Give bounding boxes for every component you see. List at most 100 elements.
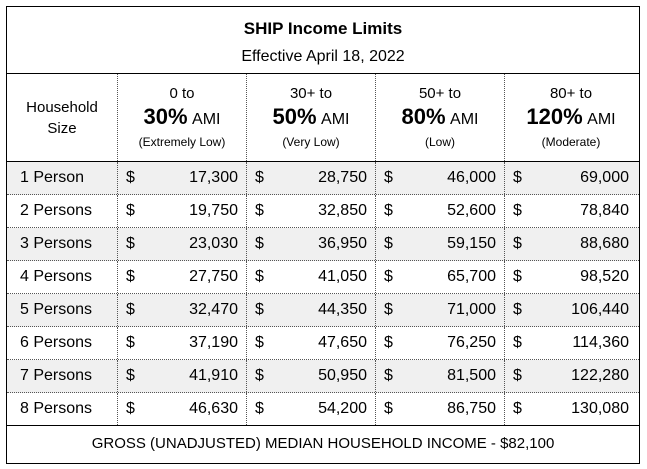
income-limit-cell: $32,850 <box>247 195 376 227</box>
currency-symbol: $ <box>384 202 393 219</box>
income-limit-value: 106,440 <box>571 301 629 318</box>
income-limit-value: 28,750 <box>318 169 367 186</box>
currency-symbol: $ <box>126 268 135 285</box>
currency-symbol: $ <box>384 301 393 318</box>
household-size-cell: 3 Persons <box>7 228 118 260</box>
income-limit-cell: $52,600 <box>376 195 505 227</box>
income-limit-cell: $47,650 <box>247 327 376 359</box>
income-limit-cell: $50,950 <box>247 360 376 392</box>
household-size-cell: 7 Persons <box>7 360 118 392</box>
household-size-cell: 2 Persons <box>7 195 118 227</box>
currency-symbol: $ <box>255 268 264 285</box>
income-limit-cell: $46,630 <box>118 393 247 425</box>
income-limit-cell: $32,470 <box>118 294 247 326</box>
column-pct: 30% <box>143 104 188 129</box>
income-limit-value: 71,000 <box>447 301 496 318</box>
income-limit-cell: $59,150 <box>376 228 505 260</box>
column-pct: 50% <box>272 104 317 129</box>
column-pct-line: 120% AMI <box>526 103 615 134</box>
income-limit-cell: $54,200 <box>247 393 376 425</box>
currency-symbol: $ <box>126 235 135 252</box>
income-limit-value: 41,050 <box>318 268 367 285</box>
currency-symbol: $ <box>384 268 393 285</box>
currency-symbol: $ <box>126 400 135 417</box>
income-limit-cell: $41,910 <box>118 360 247 392</box>
income-limit-cell: $98,520 <box>505 261 637 293</box>
column-range: 50+ to <box>418 85 462 102</box>
income-limit-value: 98,520 <box>580 268 629 285</box>
income-limit-value: 130,080 <box>571 400 629 417</box>
income-limit-cell: $122,280 <box>505 360 637 392</box>
table-row: 8 Persons $46,630 $54,200 $86,750 $130,080 <box>7 393 639 426</box>
income-limit-cell: $130,080 <box>505 393 637 425</box>
currency-symbol: $ <box>513 202 522 219</box>
income-limit-value: 32,470 <box>189 301 238 318</box>
income-limit-value: 52,600 <box>447 202 496 219</box>
table-row: 4 Persons $27,750 $41,050 $65,700 $98,520 <box>7 261 639 294</box>
income-limit-cell: $114,360 <box>505 327 637 359</box>
currency-symbol: $ <box>255 301 264 318</box>
income-limits-table: SHIP Income Limits Effective April 18, 2… <box>6 6 640 464</box>
column-header-80-ami: 50+ to 80% AMI (Low) <box>376 74 505 161</box>
column-header-120-ami: 80+ to 120% AMI (Moderate) <box>505 74 637 161</box>
income-limit-value: 36,950 <box>318 235 367 252</box>
table-row: 7 Persons $41,910 $50,950 $81,500 $122,280 <box>7 360 639 393</box>
household-size-header: Household Size <box>7 74 118 161</box>
income-limit-cell: $36,950 <box>247 228 376 260</box>
currency-symbol: $ <box>384 235 393 252</box>
column-pct-line: 80% AMI <box>402 103 479 134</box>
currency-symbol: $ <box>384 334 393 351</box>
column-desc: (Low) <box>424 135 455 149</box>
income-limit-value: 32,850 <box>318 202 367 219</box>
income-limit-value: 78,840 <box>580 202 629 219</box>
income-limit-value: 122,280 <box>571 367 629 384</box>
income-limit-value: 88,680 <box>580 235 629 252</box>
income-limit-cell: $71,000 <box>376 294 505 326</box>
income-limit-cell: $17,300 <box>118 162 247 194</box>
column-range: 30+ to <box>289 85 333 102</box>
income-limit-cell: $37,190 <box>118 327 247 359</box>
income-limit-cell: $28,750 <box>247 162 376 194</box>
column-range: 80+ to <box>549 85 593 102</box>
currency-symbol: $ <box>513 169 522 186</box>
household-size-cell: 6 Persons <box>7 327 118 359</box>
income-limit-value: 46,630 <box>189 400 238 417</box>
column-pct-line: 30% AMI <box>144 103 221 134</box>
currency-symbol: $ <box>255 367 264 384</box>
income-limit-cell: $106,440 <box>505 294 637 326</box>
income-limit-cell: $81,500 <box>376 360 505 392</box>
currency-symbol: $ <box>126 169 135 186</box>
currency-symbol: $ <box>126 202 135 219</box>
income-limit-value: 23,030 <box>189 235 238 252</box>
currency-symbol: $ <box>384 367 393 384</box>
income-limit-cell: $76,250 <box>376 327 505 359</box>
currency-symbol: $ <box>513 268 522 285</box>
currency-symbol: $ <box>513 400 522 417</box>
column-desc: (Moderate) <box>541 135 601 149</box>
household-size-cell: 1 Person <box>7 162 118 194</box>
currency-symbol: $ <box>255 235 264 252</box>
income-limit-value: 47,650 <box>318 334 367 351</box>
income-limit-value: 114,360 <box>572 334 629 351</box>
column-ami: AMI <box>450 111 479 128</box>
currency-symbol: $ <box>126 334 135 351</box>
table-body: 1 Person $17,300 $28,750 $46,000 $69,000 2 Pe… <box>7 162 639 426</box>
income-limit-value: 19,750 <box>189 202 238 219</box>
income-limit-cell: $65,700 <box>376 261 505 293</box>
income-limit-value: 27,750 <box>189 268 238 285</box>
household-size-cell: 4 Persons <box>7 261 118 293</box>
column-ami: AMI <box>321 111 350 128</box>
income-limit-cell: $86,750 <box>376 393 505 425</box>
income-limit-value: 54,200 <box>318 400 367 417</box>
income-limit-cell: $41,050 <box>247 261 376 293</box>
income-limit-value: 17,300 <box>189 169 238 186</box>
income-limit-value: 46,000 <box>447 169 496 186</box>
income-limit-value: 44,350 <box>318 301 367 318</box>
median-income-footer: GROSS (UNADJUSTED) MEDIAN HOUSEHOLD INCO… <box>91 434 555 452</box>
household-size-header-line-1: Household <box>26 98 98 116</box>
income-limit-cell: $88,680 <box>505 228 637 260</box>
income-limit-value: 81,500 <box>447 367 496 384</box>
income-limit-value: 59,150 <box>447 235 496 252</box>
household-size-cell: 5 Persons <box>7 294 118 326</box>
income-limit-cell: $27,750 <box>118 261 247 293</box>
